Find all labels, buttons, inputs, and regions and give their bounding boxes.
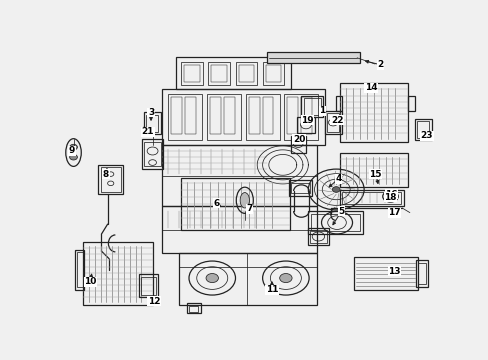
Bar xyxy=(416,121,428,138)
Bar xyxy=(288,180,311,196)
Bar xyxy=(168,94,202,140)
Text: 8: 8 xyxy=(103,170,109,179)
Bar xyxy=(301,97,311,134)
Bar xyxy=(265,65,281,82)
Bar xyxy=(262,97,273,134)
Bar xyxy=(184,65,200,82)
Text: 6: 6 xyxy=(213,199,219,208)
Bar xyxy=(307,228,328,245)
Bar xyxy=(144,142,161,166)
Text: 7: 7 xyxy=(246,204,252,213)
Bar xyxy=(162,206,316,253)
Bar xyxy=(141,276,155,295)
Bar xyxy=(189,306,198,312)
Bar xyxy=(206,94,241,140)
Text: 3: 3 xyxy=(147,108,154,117)
Bar xyxy=(181,62,203,85)
Bar xyxy=(77,252,82,287)
Bar xyxy=(342,192,401,204)
Circle shape xyxy=(386,194,393,199)
Bar xyxy=(336,95,342,111)
Text: 22: 22 xyxy=(330,116,343,125)
Bar xyxy=(284,94,318,140)
Bar xyxy=(144,112,161,134)
Bar xyxy=(290,136,305,153)
Text: 15: 15 xyxy=(369,170,381,179)
Text: 14: 14 xyxy=(364,84,377,93)
Text: 5: 5 xyxy=(338,207,344,216)
Bar xyxy=(297,117,314,132)
Bar xyxy=(418,263,425,284)
Bar xyxy=(162,89,324,145)
Bar xyxy=(324,111,341,134)
Bar xyxy=(326,113,339,132)
Bar xyxy=(340,153,407,187)
Bar xyxy=(266,53,359,63)
Bar xyxy=(301,95,323,117)
Bar xyxy=(407,95,414,111)
Bar xyxy=(75,249,84,289)
Bar xyxy=(209,97,220,134)
Bar xyxy=(303,98,320,115)
Text: 17: 17 xyxy=(387,208,400,217)
Circle shape xyxy=(69,144,77,150)
Text: 10: 10 xyxy=(84,278,97,287)
Bar xyxy=(179,253,316,305)
Circle shape xyxy=(332,187,340,192)
Bar xyxy=(291,183,309,193)
Bar xyxy=(211,65,226,82)
Text: 1: 1 xyxy=(319,107,325,116)
Bar xyxy=(146,115,158,132)
Bar xyxy=(309,230,326,243)
Circle shape xyxy=(205,274,218,283)
Bar xyxy=(245,94,279,140)
Bar xyxy=(162,145,316,206)
Bar xyxy=(224,97,234,134)
Bar xyxy=(142,139,163,169)
Text: 19: 19 xyxy=(301,116,313,125)
Text: 2: 2 xyxy=(377,60,383,69)
Text: 16: 16 xyxy=(384,190,397,199)
Bar xyxy=(101,167,121,192)
Text: 11: 11 xyxy=(265,285,278,294)
Bar xyxy=(235,62,257,85)
Bar xyxy=(415,260,427,287)
Bar xyxy=(186,303,200,313)
Bar xyxy=(310,214,360,231)
Bar xyxy=(340,189,403,206)
Circle shape xyxy=(69,154,77,160)
Bar xyxy=(208,62,230,85)
Bar xyxy=(238,65,254,82)
Bar xyxy=(181,178,289,230)
Bar xyxy=(138,274,158,297)
Bar xyxy=(340,83,407,142)
Ellipse shape xyxy=(240,193,249,208)
Text: 9: 9 xyxy=(69,147,75,156)
Bar xyxy=(248,97,259,134)
Circle shape xyxy=(279,274,291,283)
Bar xyxy=(414,119,431,140)
Bar xyxy=(185,97,196,134)
Bar xyxy=(98,165,123,194)
Text: 23: 23 xyxy=(420,131,432,140)
Bar xyxy=(171,97,182,134)
Text: 4: 4 xyxy=(335,174,341,183)
Bar xyxy=(307,211,363,234)
Text: 13: 13 xyxy=(387,267,400,276)
Text: 18: 18 xyxy=(384,193,396,202)
Text: 20: 20 xyxy=(292,135,305,144)
Bar xyxy=(262,62,284,85)
Bar xyxy=(176,57,290,89)
Bar xyxy=(287,97,298,134)
Text: 21: 21 xyxy=(142,127,154,136)
Text: 12: 12 xyxy=(147,297,160,306)
Bar xyxy=(353,257,417,289)
Bar xyxy=(82,242,152,305)
